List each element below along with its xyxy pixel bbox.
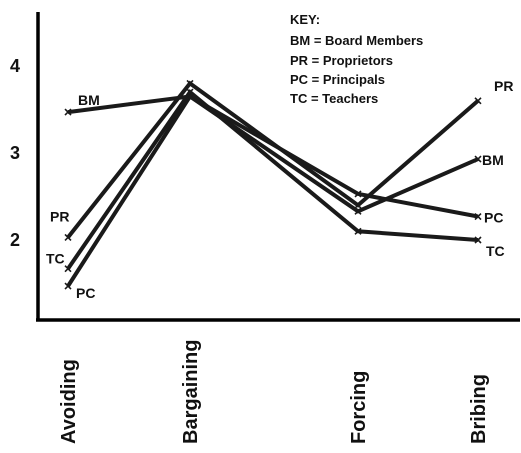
series-label-start: PC: [76, 285, 95, 301]
y-tick-labels: 2 3 4: [10, 56, 20, 250]
data-point-pc: [474, 212, 482, 221]
key-entry-pc: PC = Principals: [290, 72, 385, 87]
series-labels: BM BM PR PR PC PC TC TC: [46, 78, 513, 301]
x-category-labels: Avoiding Bargaining Forcing Bribing: [58, 340, 490, 444]
series-label-end: PC: [484, 210, 503, 226]
data-point-tc: [354, 227, 362, 235]
x-category-label: Forcing: [348, 371, 370, 444]
data-point-pc: [64, 282, 72, 290]
data-point-tc: [474, 236, 482, 244]
key-title: KEY:: [290, 12, 320, 27]
data-point-bm: [64, 108, 72, 116]
series-line-tc: [66, 89, 479, 270]
data-point-bm: [474, 155, 482, 163]
x-category-label: Bargaining: [180, 340, 202, 444]
series-label-end: TC: [486, 243, 505, 259]
key-entry-bm: BM = Board Members: [290, 33, 423, 48]
data-point-pr: [474, 97, 482, 105]
data-point-pr: [354, 201, 362, 209]
x-category-label: Avoiding: [58, 359, 80, 444]
data-point-tc: [186, 88, 194, 96]
series-markers: [64, 79, 482, 290]
key-entry-pr: PR = Proprietors: [290, 53, 393, 68]
data-point-pc: [354, 190, 362, 198]
series-label-start: PR: [50, 208, 69, 224]
y-tick-label: 4: [10, 56, 20, 76]
data-point-bm: [354, 207, 362, 215]
series-label-start: BM: [78, 92, 100, 108]
series-label-start: TC: [46, 251, 65, 267]
data-point-tc: [64, 265, 72, 273]
y-tick-label: 3: [10, 143, 20, 163]
series-lines: [66, 80, 480, 288]
series-line-bm: [67, 94, 479, 214]
series-line-pc: [66, 93, 479, 288]
series-label-end: BM: [482, 152, 504, 168]
data-point-pr: [186, 79, 194, 87]
x-category-label: Bribing: [468, 374, 490, 444]
legend-key: KEY: BM = Board Members PR = Proprietors…: [290, 12, 423, 106]
series-label-end: PR: [494, 78, 513, 94]
y-tick-label: 2: [10, 230, 20, 250]
key-entry-tc: TC = Teachers: [290, 91, 378, 106]
data-point-pr: [64, 233, 72, 241]
